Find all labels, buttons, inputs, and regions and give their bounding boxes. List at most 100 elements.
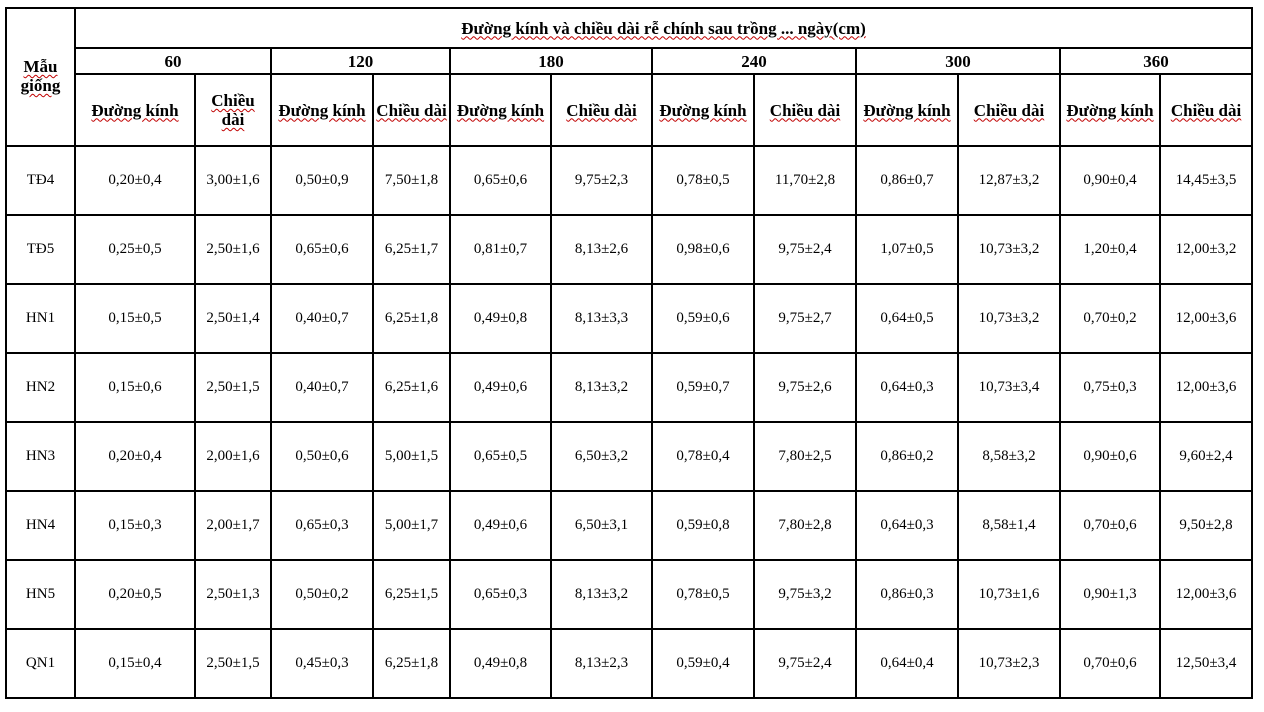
diameter-value-cell: 0,49±0,8 <box>449 628 552 699</box>
day-header: 300 <box>855 47 1061 75</box>
diameter-value-cell: 0,40±0,7 <box>270 283 374 354</box>
length-value-cell: 12,00±3,6 <box>1158 559 1254 630</box>
diameter-value-cell: 1,07±0,5 <box>855 214 959 285</box>
diameter-value-cell: 0,15±0,6 <box>74 352 196 423</box>
diameter-value-cell: 0,15±0,5 <box>74 283 196 354</box>
length-value-cell: 2,00±1,6 <box>194 421 272 492</box>
diameter-value-cell: 0,86±0,2 <box>855 421 959 492</box>
diameter-value-cell: 0,90±0,4 <box>1059 145 1161 216</box>
root-measurement-table: Mẫu giống Đường kính và chiều dài rễ chí… <box>5 7 1254 699</box>
length-value-cell: 2,50±1,5 <box>194 628 272 699</box>
day-header: 240 <box>651 47 857 75</box>
day-header: 60 <box>74 47 272 75</box>
length-value-cell: 2,50±1,5 <box>194 352 272 423</box>
length-value-cell: 10,73±2,3 <box>957 628 1061 699</box>
length-value-cell: 7,80±2,8 <box>753 490 857 561</box>
length-value-cell: 12,00±3,6 <box>1158 283 1254 354</box>
length-value-cell: 7,80±2,5 <box>753 421 857 492</box>
length-value-cell: 11,70±2,8 <box>753 145 857 216</box>
sub-header-diameter: Đường kính <box>270 73 374 147</box>
diameter-value-cell: 0,59±0,7 <box>651 352 755 423</box>
length-value-cell: 12,87±3,2 <box>957 145 1061 216</box>
length-value-cell: 9,75±2,7 <box>753 283 857 354</box>
length-value-cell: 12,00±3,2 <box>1158 214 1254 285</box>
length-value-cell: 9,75±2,6 <box>753 352 857 423</box>
diameter-value-cell: 0,20±0,5 <box>74 559 196 630</box>
variety-name-cell: HN3 <box>5 421 76 492</box>
diameter-value-cell: 0,65±0,6 <box>270 214 374 285</box>
diameter-value-cell: 0,70±0,2 <box>1059 283 1161 354</box>
length-value-cell: 3,00±1,6 <box>194 145 272 216</box>
diameter-value-cell: 0,49±0,8 <box>449 283 552 354</box>
sub-header-diameter: Đường kính <box>74 73 196 147</box>
sub-header-diameter: Đường kính <box>855 73 959 147</box>
table-row: HN4 0,15±0,3 2,00±1,7 0,65±0,3 5,00±1,7 0,49±… <box>5 490 1254 561</box>
length-value-cell: 9,50±2,8 <box>1158 490 1254 561</box>
sub-header-length: Chiều dài <box>753 73 857 147</box>
length-value-cell: 10,73±3,2 <box>957 214 1061 285</box>
diameter-value-cell: 0,50±0,2 <box>270 559 374 630</box>
variety-name-cell: TĐ4 <box>5 145 76 216</box>
length-value-cell: 6,25±1,6 <box>372 352 451 423</box>
table-row: TĐ5 0,25±0,5 2,50±1,6 0,65±0,6 6,25±1,7 0,81±… <box>5 214 1254 285</box>
length-value-cell: 8,13±3,3 <box>550 283 653 354</box>
length-value-cell: 8,13±3,2 <box>550 352 653 423</box>
diameter-value-cell: 0,65±0,6 <box>449 145 552 216</box>
table-row: HN2 0,15±0,6 2,50±1,5 0,40±0,7 6,25±1,6 0,49±… <box>5 352 1254 423</box>
diameter-value-cell: 0,20±0,4 <box>74 145 196 216</box>
diameter-value-cell: 0,50±0,9 <box>270 145 374 216</box>
table-wrapper: Mẫu giống Đường kính và chiều dài rễ chí… <box>5 7 1254 699</box>
length-value-cell: 5,00±1,5 <box>372 421 451 492</box>
diameter-value-cell: 0,64±0,3 <box>855 352 959 423</box>
sub-header-row: Đường kính Chiều dài Đường kính Chiều dà… <box>6 73 1254 147</box>
length-value-cell: 9,75±2,4 <box>753 628 857 699</box>
table-row: TĐ4 0,20±0,4 3,00±1,6 0,50±0,9 7,50±1,8 0,65±… <box>5 145 1254 216</box>
length-value-cell: 12,00±3,6 <box>1158 352 1254 423</box>
diameter-value-cell: 0,98±0,6 <box>651 214 755 285</box>
length-value-cell: 14,45±3,5 <box>1158 145 1254 216</box>
diameter-value-cell: 0,78±0,5 <box>651 559 755 630</box>
diameter-value-cell: 0,50±0,6 <box>270 421 374 492</box>
length-value-cell: 8,58±3,2 <box>957 421 1061 492</box>
variety-name-cell: HN2 <box>5 352 76 423</box>
length-value-cell: 9,60±2,4 <box>1158 421 1254 492</box>
diameter-value-cell: 0,81±0,7 <box>449 214 552 285</box>
day-header-row: 60 120 180 240 300 360 <box>6 47 1254 75</box>
length-value-cell: 6,50±3,1 <box>550 490 653 561</box>
day-header: 360 <box>1058 47 1254 75</box>
diameter-value-cell: 0,49±0,6 <box>449 352 552 423</box>
diameter-value-cell: 0,86±0,7 <box>855 145 959 216</box>
length-value-cell: 8,58±1,4 <box>957 490 1061 561</box>
sub-header-length: Chiều dài <box>372 73 451 147</box>
length-value-cell: 8,13±2,3 <box>550 628 653 699</box>
length-value-cell: 6,25±1,5 <box>372 559 451 630</box>
diameter-value-cell: 0,59±0,6 <box>651 283 755 354</box>
diameter-value-cell: 0,59±0,8 <box>651 490 755 561</box>
diameter-value-cell: 0,70±0,6 <box>1059 490 1161 561</box>
diameter-value-cell: 0,45±0,3 <box>270 628 374 699</box>
diameter-value-cell: 0,78±0,4 <box>651 421 755 492</box>
length-value-cell: 10,73±3,2 <box>957 283 1061 354</box>
day-header: 120 <box>270 47 451 75</box>
diameter-value-cell: 0,15±0,3 <box>74 490 196 561</box>
day-header: 180 <box>449 47 653 75</box>
diameter-value-cell: 0,90±0,6 <box>1059 421 1161 492</box>
row-header-label: Mẫu giống <box>20 57 61 95</box>
length-value-cell: 8,13±3,2 <box>550 559 653 630</box>
length-value-cell: 7,50±1,8 <box>372 145 451 216</box>
sub-header-length: Chiều dài <box>957 73 1061 147</box>
length-value-cell: 6,25±1,8 <box>372 283 451 354</box>
variety-name-cell: QN1 <box>5 628 76 699</box>
length-value-cell: 6,25±1,8 <box>372 628 451 699</box>
length-value-cell: 6,25±1,7 <box>372 214 451 285</box>
diameter-value-cell: 0,65±0,3 <box>449 559 552 630</box>
length-value-cell: 9,75±2,3 <box>550 145 653 216</box>
sub-header-diameter: Đường kính <box>449 73 552 147</box>
diameter-value-cell: 0,40±0,7 <box>270 352 374 423</box>
diameter-value-cell: 0,59±0,4 <box>651 628 755 699</box>
variety-name-cell: HN4 <box>5 490 76 561</box>
table-title-cell: Đường kính và chiều dài rễ chính sau trồ… <box>73 7 1254 49</box>
table-row: HN5 0,20±0,5 2,50±1,3 0,50±0,2 6,25±1,5 0,65±… <box>5 559 1254 630</box>
diameter-value-cell: 0,64±0,5 <box>855 283 959 354</box>
diameter-value-cell: 0,90±1,3 <box>1059 559 1161 630</box>
